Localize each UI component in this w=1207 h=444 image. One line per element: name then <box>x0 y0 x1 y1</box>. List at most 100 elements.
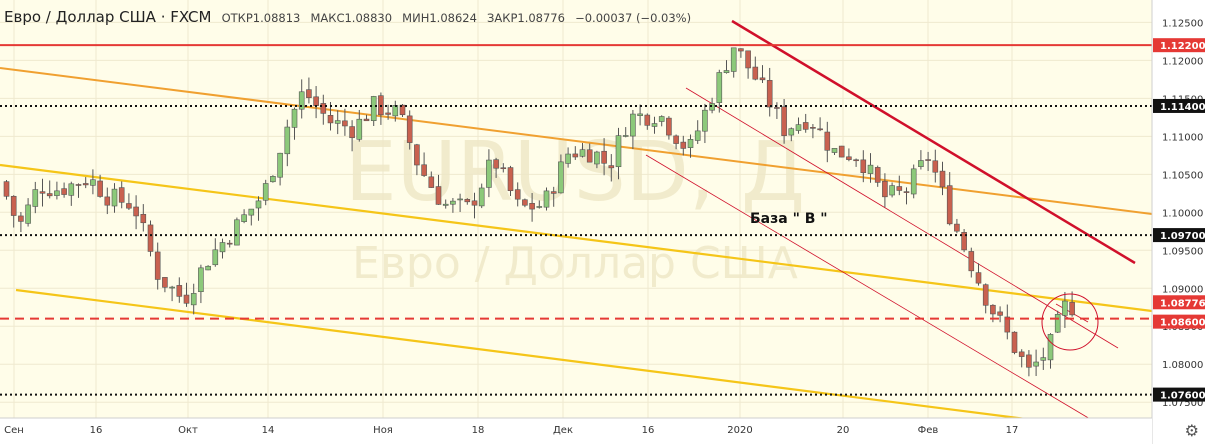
price-labels: 1.12200 1.11400 1.09700 1.08776 1.08600 1.076… <box>1153 38 1206 402</box>
high-value: МАКС1.08830 <box>310 11 393 25</box>
price-tick-label: 1.09500 <box>1162 246 1203 257</box>
candle-body <box>68 183 75 196</box>
candle-body <box>198 267 204 293</box>
candle-body <box>572 153 579 158</box>
candle-body <box>601 150 607 164</box>
low-value: МИН1.08624 <box>402 11 477 25</box>
candle-body <box>774 107 780 109</box>
candle-body <box>594 151 600 165</box>
candle-body <box>874 167 881 183</box>
candle-body <box>716 72 723 103</box>
candle-body <box>313 96 319 106</box>
candle-body <box>579 149 586 157</box>
time-tick-label: Дек <box>553 425 573 436</box>
time-tick-label: 17 <box>1006 425 1019 436</box>
candle-body <box>212 249 219 266</box>
channel-red-thin-upper <box>685 87 1119 349</box>
channel-red-thick <box>731 19 1136 265</box>
trendline-yellow-lower <box>15 288 1136 435</box>
candle-body <box>226 242 233 245</box>
candle-body <box>975 272 982 284</box>
price-label-level_4: 1.08776 <box>1160 298 1206 309</box>
watermark-ticker: EURUSD, Д <box>345 125 805 220</box>
candle-body <box>896 186 903 191</box>
candle-body <box>291 108 298 128</box>
candle-body <box>147 224 154 252</box>
highlight-circle <box>1041 293 1099 351</box>
time-tick-label: Ноя <box>373 425 393 436</box>
price-label-level_5: 1.08600 <box>1160 318 1206 329</box>
candle-body <box>61 188 67 195</box>
candle-body <box>428 176 435 188</box>
candle-body <box>522 199 528 206</box>
price-label-bg <box>1153 295 1205 310</box>
candle-body <box>846 156 852 160</box>
candle-body <box>1026 354 1032 368</box>
candle-body <box>615 135 622 168</box>
candle-body <box>997 311 1003 316</box>
time-tick-label: 16 <box>90 425 103 436</box>
candle-body <box>327 115 334 124</box>
time-tick-label: 18 <box>472 425 485 436</box>
price-tick-label: 1.12500 <box>1162 18 1203 29</box>
chart-header: Евро / Доллар США · FXCM ОТКР1.08813 МАК… <box>4 8 691 26</box>
candle-body <box>838 145 845 158</box>
candle-body <box>493 159 499 169</box>
candle-body <box>435 186 442 205</box>
candle-body <box>442 203 449 206</box>
candle-body <box>990 304 996 315</box>
candle-body <box>507 167 514 192</box>
candle-body <box>1033 361 1039 367</box>
candle-body <box>738 48 744 52</box>
candle-body <box>334 120 341 124</box>
candle-body <box>349 126 355 139</box>
time-tick-label: Сен <box>4 425 24 436</box>
price-tick-label: 1.10000 <box>1162 208 1203 219</box>
price-label-bg <box>1153 38 1205 53</box>
candle-body <box>486 159 492 188</box>
candle-body <box>262 183 269 201</box>
candle-body <box>363 118 370 122</box>
candle-body <box>867 164 874 174</box>
candle-body <box>140 213 147 224</box>
candle-body <box>471 200 478 206</box>
candle-body <box>118 187 125 203</box>
price-label-bg <box>1153 314 1205 329</box>
candle-body <box>1062 300 1068 316</box>
candle-body <box>111 188 118 207</box>
candle-body <box>1040 357 1047 361</box>
time-tick-label: 16 <box>642 425 655 436</box>
candle-body <box>982 284 989 306</box>
price-label-level_6: 1.07600 <box>1160 391 1206 402</box>
candle-body <box>464 199 471 203</box>
candle-body <box>18 215 24 222</box>
time-tick-label: Окт <box>178 425 198 436</box>
candle-body <box>370 96 377 121</box>
gear-icon[interactable]: ⚙ <box>1184 421 1199 440</box>
candle-body <box>25 204 31 224</box>
close-value: ЗАКР1.08776 <box>487 11 565 25</box>
candle-body <box>205 265 211 271</box>
open-value: ОТКР1.08813 <box>221 11 301 25</box>
candle-body <box>608 165 615 169</box>
candle-body <box>39 191 46 194</box>
candle-body <box>723 70 730 74</box>
candle-body <box>651 123 658 127</box>
candle-body <box>97 180 103 197</box>
candle-body <box>320 103 327 114</box>
candle-body <box>622 135 629 137</box>
candle-body <box>918 160 924 167</box>
candle-body <box>82 183 89 186</box>
candle-body <box>730 47 737 72</box>
candle-body <box>500 167 507 170</box>
watermark-name: Евро / Доллар США <box>352 238 798 289</box>
candle-body <box>586 149 593 163</box>
price-label-bg <box>1153 228 1205 243</box>
time-axis: Сен 16 Окт 14 Ноя 18 Дек 16 2020 20 Фев 17 <box>0 417 1152 444</box>
candle-body <box>255 200 262 209</box>
time-tick-label: 20 <box>837 425 850 436</box>
candle-body <box>658 116 665 122</box>
candle-body <box>961 232 967 251</box>
candle-body <box>356 118 363 140</box>
